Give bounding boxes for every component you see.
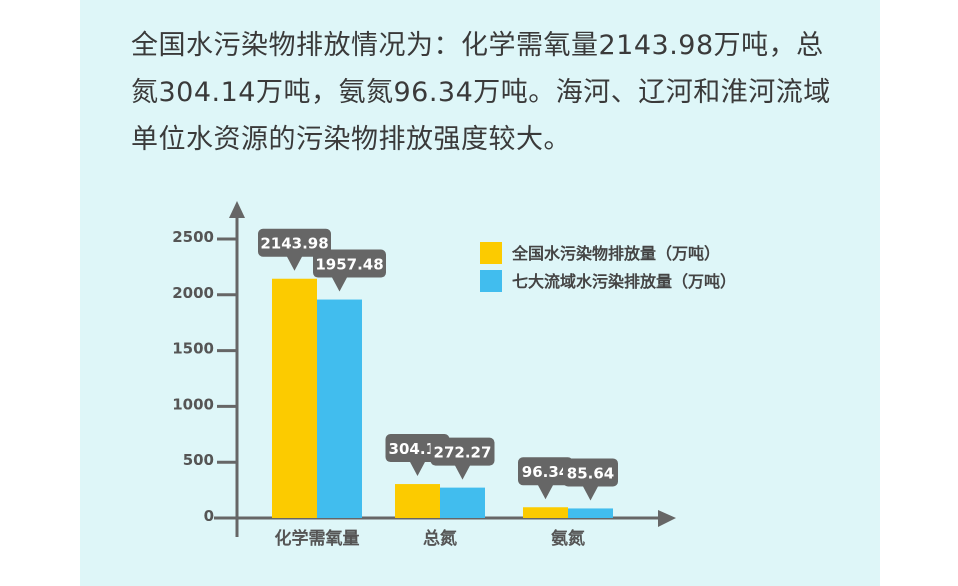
bar	[523, 507, 568, 518]
x-category-label: 化学需氧量	[275, 528, 360, 549]
data-label-pointer	[454, 464, 471, 480]
legend-label: 全国水污染物排放量（万吨）	[511, 244, 720, 263]
x-category-label: 总氮	[423, 528, 457, 549]
data-label-pointer	[537, 484, 554, 500]
x-axis-arrow	[658, 510, 676, 527]
data-label-pointer	[409, 461, 426, 477]
legend-label: 七大流域水污染排放量（万吨）	[512, 272, 736, 291]
data-label: 272.27	[434, 444, 492, 462]
data-label-box	[430, 437, 495, 466]
bar	[395, 484, 440, 518]
data-label-pointer	[286, 255, 303, 271]
y-tick-label: 2500	[172, 228, 214, 246]
data-label-pointer	[582, 485, 599, 501]
bar	[440, 487, 485, 518]
y-tick-label: 1000	[172, 395, 214, 413]
data-label: 2143.98	[260, 235, 328, 253]
data-label-pointer	[331, 276, 348, 292]
bar	[272, 278, 317, 518]
y-tick-label: 500	[183, 451, 214, 469]
data-label-box	[313, 249, 386, 278]
legend-swatch	[480, 242, 502, 264]
y-tick-label: 2000	[172, 284, 214, 302]
data-label-box	[258, 228, 331, 257]
legend-swatch	[480, 270, 502, 292]
y-tick-label: 0	[204, 507, 214, 525]
data-label: 96.34	[522, 463, 569, 481]
x-category-label: 氨氮	[551, 528, 585, 549]
y-tick-label: 1500	[172, 340, 214, 358]
data-label: 1957.48	[315, 256, 383, 274]
summary-paragraph: 全国水污染物排放情况为：化学需氧量2143.98万吨，总氮304.14万吨，氨氮…	[131, 30, 831, 155]
bar	[317, 299, 362, 518]
data-label-box	[518, 457, 573, 486]
data-label-box	[563, 458, 618, 487]
y-axis-arrow	[229, 201, 245, 218]
data-label: 85.64	[567, 464, 614, 482]
bar	[568, 508, 613, 518]
